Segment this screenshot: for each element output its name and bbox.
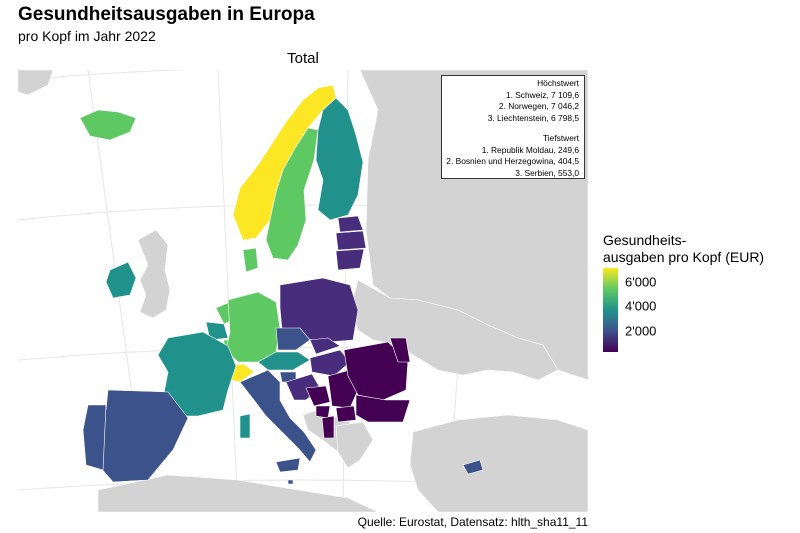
country-belgium (205, 321, 229, 341)
info-box-spacer (442, 124, 579, 133)
region-turkey (409, 414, 588, 512)
country-iceland (79, 109, 137, 141)
chart-subtitle: pro Kopf im Jahr 2022 (18, 28, 156, 44)
country-sardinia (239, 413, 251, 439)
panel-title: Total (287, 50, 319, 67)
country-greece (335, 421, 374, 469)
region-belarus-ukraine (349, 279, 559, 381)
country-italy (239, 369, 317, 463)
country-hungary (309, 349, 351, 377)
region-scotland-uk (137, 229, 171, 319)
country-ireland (105, 261, 137, 299)
region-north-africa (97, 474, 379, 512)
country-north-macedonia (335, 405, 357, 423)
country-spain (95, 389, 189, 483)
no-data-regions (18, 70, 588, 512)
country-regions (79, 84, 484, 485)
graticule-line (217, 70, 239, 512)
country-czechia (275, 327, 311, 351)
legend-tick-label: 6'000 (625, 274, 657, 290)
legend-tick-label: 2'000 (625, 323, 657, 339)
highest-item-1: 1. Schweiz, 7 109,6 (505, 89, 579, 100)
country-denmark (242, 247, 259, 273)
country-cyprus (462, 459, 484, 475)
lowest-item-1: 1. Republik Moldau, 249,6 (481, 144, 579, 155)
legend-title-line1: Gesundheits- (603, 232, 687, 248)
highest-item-2: 2. Norwegen, 7 046,2 (498, 101, 579, 111)
chart-title: Gesundheitsausgaben in Europa (18, 4, 315, 25)
country-malta (287, 479, 294, 485)
source-note: Quelle: Eurostat, Datensatz: hlth_sha11_… (357, 515, 588, 529)
country-portugal (82, 404, 107, 471)
country-germany (225, 291, 281, 363)
legend-title: Gesundheits- ausgaben pro Kopf (EUR) (603, 232, 764, 266)
country-bosnia (305, 385, 331, 407)
country-poland (279, 277, 359, 343)
country-france (157, 331, 237, 417)
country-sicily (275, 457, 301, 473)
ranking-info-box: Höchstwert 1. Schweiz, 7 109,6 2. Norweg… (441, 75, 585, 179)
lowest-item-2: 2. Bosnien und Herzegowina, 404,5 (446, 156, 579, 166)
country-latvia (335, 230, 367, 251)
country-estonia (337, 215, 364, 233)
country-lithuania (335, 248, 365, 271)
highest-item-3: 3. Liechtenstein, 6 798,5 (487, 112, 579, 123)
country-bulgaria (355, 394, 411, 423)
legend-tick-label: 4'000 (625, 298, 657, 314)
legend-color-bar (603, 268, 618, 352)
country-moldova (389, 337, 411, 363)
country-sweden (265, 127, 319, 261)
highest-heading: Höchstwert (537, 78, 579, 88)
country-finland (315, 97, 364, 221)
legend-title-line2: ausgaben pro Kopf (EUR) (603, 249, 765, 265)
region-greenland-edge (18, 70, 54, 96)
country-slovakia (309, 337, 341, 355)
lowest-heading: Tiefstwert (543, 133, 579, 143)
lowest-item-3: 3. Serbien, 553,0 (515, 167, 579, 178)
country-albania (321, 415, 335, 439)
country-romania (343, 341, 409, 401)
country-montenegro (315, 405, 331, 419)
